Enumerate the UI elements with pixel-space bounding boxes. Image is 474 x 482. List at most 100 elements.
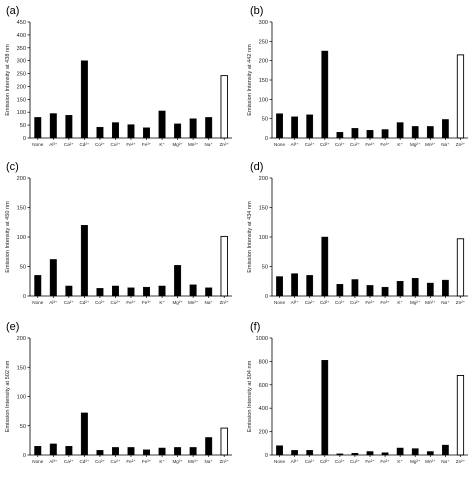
x-category-label: Fe²⁺ — [365, 142, 375, 147]
x-category-label: None — [274, 459, 285, 464]
x-category-label: Ca²⁺ — [64, 459, 74, 464]
bar — [205, 117, 213, 139]
x-category-label: Fe²⁺ — [365, 300, 375, 305]
chart-panel: (c) Emission Intensity at 450 nm 0 50 100 150… — [5, 161, 232, 305]
bar — [127, 447, 135, 456]
x-category-label: None — [32, 459, 43, 464]
x-category-label: Cu²⁺ — [350, 459, 360, 464]
x-category-label: Cd²⁺ — [79, 142, 89, 147]
y-tick-label: 200 — [259, 176, 268, 182]
bar — [276, 276, 283, 297]
x-category-label: Mn²⁺ — [425, 142, 436, 147]
panel-letter: (c) — [6, 161, 19, 173]
bar — [143, 127, 151, 139]
bar — [96, 450, 104, 456]
y-axis-label: Emission Intensity at 502 nm — [5, 360, 11, 432]
y-tick-label: 400 — [259, 406, 268, 412]
bar — [396, 447, 404, 456]
bar — [321, 360, 329, 456]
bar — [291, 450, 298, 456]
bar — [80, 412, 88, 456]
bar — [34, 446, 42, 456]
x-category-label: Cd²⁺ — [320, 459, 330, 464]
bar — [189, 284, 197, 297]
x-category-label: Zn²⁺ — [220, 300, 230, 305]
bar — [411, 278, 419, 297]
axes — [29, 178, 232, 297]
y-tick-label: 150 — [17, 365, 26, 371]
x-category-label: Zn²⁺ — [220, 459, 230, 464]
bar — [111, 285, 119, 297]
y-tick-label: 300 — [17, 59, 26, 65]
panel-letter: (b) — [250, 5, 263, 17]
bar — [321, 50, 329, 139]
bar — [351, 279, 359, 297]
x-category-label: K⁺ — [397, 300, 403, 305]
x-category-label: Cu²⁺ — [111, 459, 121, 464]
x-category-label: Ca²⁺ — [64, 300, 74, 305]
bar — [80, 60, 88, 139]
chart-panel: (f) Emission Intensity at 504 nm 0 200 400 60… — [247, 321, 468, 464]
y-tick-label: 250 — [17, 72, 26, 78]
y-axis-label: Emission Intensity at 450 nm — [5, 201, 11, 273]
bar — [65, 115, 73, 139]
x-category-label: K⁺ — [397, 459, 403, 464]
x-category-label: K⁺ — [159, 459, 165, 464]
x-category-label: Mn²⁺ — [425, 300, 436, 305]
bar — [96, 126, 104, 139]
bar — [306, 450, 314, 456]
x-category-label: Mg²⁺ — [172, 459, 183, 464]
x-category-label: Mg²⁺ — [410, 300, 421, 305]
panel-letter: (a) — [6, 5, 19, 17]
x-category-label: K⁺ — [159, 300, 165, 305]
x-category-label: Al³⁺ — [291, 459, 300, 464]
bar — [442, 444, 449, 456]
chart-panel: (a) Emission Intensity at 438 nm 0 50 100 150… — [5, 5, 232, 147]
bar — [366, 130, 374, 139]
x-category-label: Fe²⁺ — [365, 459, 375, 464]
x-category-label: Fe³⁺ — [142, 142, 152, 147]
bar-highlight — [456, 374, 465, 456]
y-tick-label: 150 — [17, 206, 26, 212]
x-category-label: Zn²⁺ — [456, 300, 466, 305]
bar — [189, 118, 197, 139]
x-category-label: Co²⁺ — [335, 300, 345, 305]
x-category-label: Fe²⁺ — [126, 142, 136, 147]
y-tick-label: 200 — [17, 336, 26, 342]
bar — [158, 447, 166, 456]
y-tick-label: 0 — [265, 453, 268, 459]
x-category-label: Zn²⁺ — [456, 459, 466, 464]
y-tick-label: 100 — [17, 395, 26, 401]
bar — [291, 273, 298, 297]
bar — [143, 449, 151, 456]
axes — [271, 338, 468, 456]
x-category-label: Co²⁺ — [335, 459, 345, 464]
bar — [127, 287, 135, 297]
y-tick-label: 200 — [259, 430, 268, 436]
bar — [411, 126, 419, 139]
bar — [49, 259, 57, 297]
chart-panel: (d) Emission Intensity at 434 nm 0 50 100 150… — [247, 161, 468, 305]
x-category-label: None — [274, 300, 285, 305]
bar — [49, 443, 57, 456]
bar — [426, 282, 434, 297]
bar — [442, 279, 449, 297]
bar-highlight — [220, 75, 228, 139]
bar — [426, 451, 434, 456]
panel-letter: (e) — [6, 321, 19, 333]
x-category-label: Fe³⁺ — [142, 459, 152, 464]
bar — [143, 286, 151, 297]
bar — [381, 286, 389, 297]
bar — [276, 113, 283, 139]
x-category-label: None — [32, 300, 43, 305]
bar-highlight — [456, 54, 465, 139]
y-tick-label: 400 — [17, 33, 26, 39]
y-tick-label: 0 — [23, 136, 26, 142]
y-tick-label: 200 — [17, 84, 26, 90]
x-category-label: Ca²⁺ — [305, 142, 315, 147]
bar — [65, 285, 73, 297]
bar — [158, 110, 166, 139]
x-category-label: Fe³⁺ — [380, 459, 390, 464]
axes — [29, 22, 232, 139]
